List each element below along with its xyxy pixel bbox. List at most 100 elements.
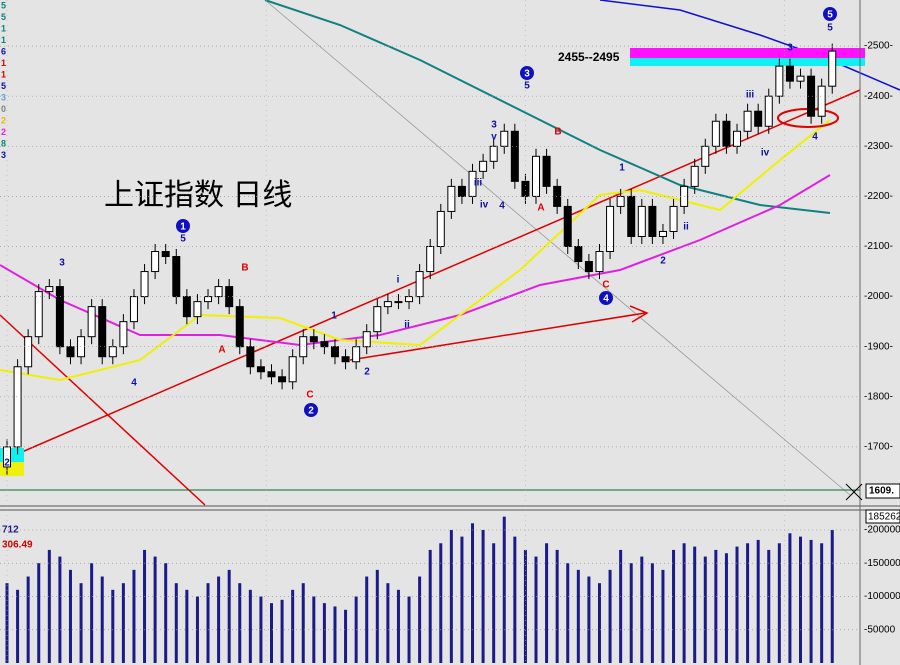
volume-bar xyxy=(322,603,326,663)
candle-body xyxy=(129,296,138,323)
candle-body xyxy=(775,65,784,97)
wave-label: 3 xyxy=(787,43,793,54)
volume-bar xyxy=(238,583,242,663)
wave-label: 4 xyxy=(812,132,818,143)
candle-body xyxy=(574,246,583,263)
volume-bar xyxy=(143,549,147,663)
decorations xyxy=(0,0,900,506)
volume-bar xyxy=(37,563,41,663)
volume-bar xyxy=(407,596,411,663)
volume-bar xyxy=(809,539,813,663)
volume-bar xyxy=(460,536,464,663)
candle-body xyxy=(161,251,170,258)
volume-bar xyxy=(587,576,591,663)
volume-bar xyxy=(47,549,51,663)
volume-bar xyxy=(788,533,792,663)
legend-strip: 2 xyxy=(1,127,6,137)
candle-body xyxy=(55,286,64,348)
wave-label: C xyxy=(306,390,313,401)
candle-body xyxy=(235,306,244,348)
wave-label: v xyxy=(491,132,497,143)
candle-body xyxy=(225,286,234,308)
volume-last: 185262 xyxy=(868,512,900,523)
volume-bar xyxy=(301,583,305,663)
wave-circle xyxy=(176,219,190,233)
legend-strip: 5 xyxy=(1,81,6,91)
y-tick-label: -2000- xyxy=(864,291,893,302)
volume-bar xyxy=(566,563,570,663)
candle-body xyxy=(309,336,318,343)
cross xyxy=(845,483,863,501)
candle-body xyxy=(394,301,403,304)
candle-body xyxy=(172,256,181,298)
volume-bar xyxy=(344,609,348,663)
candle-body xyxy=(352,346,361,363)
candle-body xyxy=(648,205,657,237)
candle-body xyxy=(690,165,699,187)
volume-bar xyxy=(471,523,475,663)
wave-circle-label: 1 xyxy=(180,222,186,233)
wave-label: iv xyxy=(480,200,489,211)
wave-label: B xyxy=(554,127,561,138)
volume-bar xyxy=(820,543,824,663)
trend-arrow xyxy=(349,312,646,361)
volume-bar xyxy=(439,543,443,663)
wave-label: 2 xyxy=(660,256,666,267)
volume-bar xyxy=(576,569,580,663)
volume-bar xyxy=(291,589,295,663)
candle-body xyxy=(373,306,382,333)
candle-body xyxy=(330,346,339,358)
candle-body xyxy=(140,271,149,298)
wave-circle-label: 3 xyxy=(524,69,530,80)
volume-bar xyxy=(608,569,612,663)
volume-bar xyxy=(16,589,20,663)
volume-bar xyxy=(132,569,136,663)
y-tick-label: -1800- xyxy=(864,391,893,402)
wave-label: ii xyxy=(683,222,689,233)
candle-body xyxy=(764,95,773,127)
candle-body xyxy=(87,306,96,338)
candle-body xyxy=(447,185,456,212)
volume-bar xyxy=(195,596,199,663)
candle-body xyxy=(204,296,213,303)
wave-label: 1 xyxy=(331,311,337,322)
candle-body xyxy=(151,251,160,273)
candle-body xyxy=(436,210,445,248)
candle-body xyxy=(182,296,191,318)
candle-body xyxy=(278,376,287,383)
volume-bar xyxy=(619,549,623,663)
wave-circle xyxy=(520,66,534,80)
wave-circle-label: 2 xyxy=(308,406,314,417)
volume-bar xyxy=(693,546,697,663)
candle-body xyxy=(489,145,498,162)
candle-body xyxy=(584,261,593,273)
candle-body xyxy=(796,75,805,82)
volume-bar xyxy=(502,516,506,663)
diagonal-line xyxy=(264,0,851,496)
volume-bar xyxy=(217,576,221,663)
candle-body xyxy=(754,110,763,127)
volume-bar xyxy=(164,563,168,663)
candle-body xyxy=(45,286,54,293)
candle-body xyxy=(246,346,255,368)
price-marker: 1609. xyxy=(869,486,894,497)
wave-label: i xyxy=(397,275,400,286)
wave-label: 1 xyxy=(619,163,625,174)
price-marker-box xyxy=(865,483,900,499)
candle-body xyxy=(817,85,826,117)
volume-bar xyxy=(26,576,30,663)
wave-label: 3 xyxy=(59,258,65,269)
candle-body xyxy=(66,346,75,358)
volume-bar xyxy=(174,583,178,663)
volume-bar xyxy=(365,576,369,663)
legend-strip: 1 xyxy=(1,69,6,79)
volume-bar xyxy=(375,569,379,663)
candle-body xyxy=(13,366,22,448)
y-tick-label: -2200- xyxy=(864,191,893,202)
volume-bar xyxy=(90,563,94,663)
target-zone xyxy=(630,58,865,66)
wave-circle xyxy=(599,291,613,305)
volume-bar xyxy=(111,589,115,663)
volume-bar xyxy=(312,596,316,663)
candle-body xyxy=(807,75,816,117)
